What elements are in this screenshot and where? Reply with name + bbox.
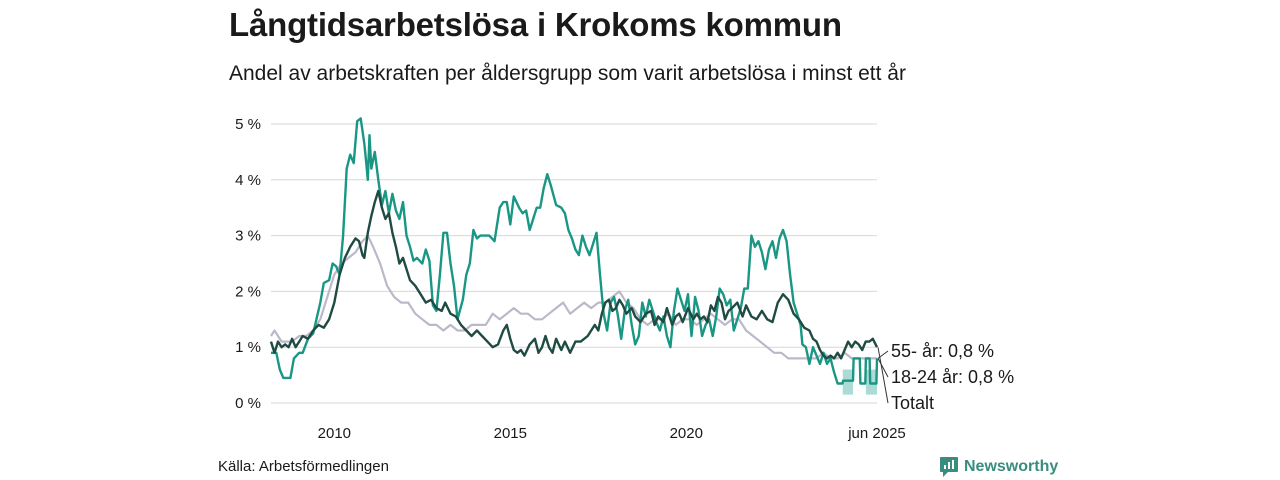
chart-title: Långtidsarbetslösa i Krokoms kommun [229,6,842,43]
y-tick-label: 4 % [235,172,261,189]
series-lines [269,117,879,385]
band-segment-0 [842,369,853,395]
y-tick-label: 1 % [235,339,261,356]
x-tick-label: jun 2025 [847,425,906,442]
series-line-older [270,234,877,360]
leader-line-youth [877,358,889,378]
x-tick-label: 2015 [494,425,527,442]
x-axis-tick-labels: 2010 2015 2020 jun 2025 [318,425,906,442]
y-tick-label: 0 % [235,395,261,412]
y-tick-label: 3 % [235,228,261,245]
y-axis-tick-labels: 0 % 1 % 2 % 3 % 4 % 5 % [235,116,261,412]
series-end-label-older: 55- år: 0,8 % [891,341,994,361]
brand-name: Newsworthy [964,458,1059,475]
band-segment-2 [865,369,877,395]
x-tick-label: 2020 [670,425,703,442]
leader-line-totalt [877,347,889,404]
youth-uncertainty-band [842,369,877,395]
gridlines [271,123,877,404]
series-end-label-youth: 18-24 år: 0,8 % [891,367,1014,387]
y-tick-label: 2 % [235,283,261,300]
series-end-label-totalt: Totalt [891,393,934,413]
source-note: Källa: Arbetsförmedlingen [218,458,389,475]
series-line-youth [271,117,879,385]
series-end-labels: 55- år: 0,8 % 18-24 år: 0,8 % Totalt [877,341,1014,413]
x-tick-label: 2010 [318,425,351,442]
series-line-totalt [269,189,879,360]
bar-chart-speech-bubble-icon [940,457,958,477]
y-tick-label: 5 % [235,116,261,133]
chart-subtitle: Andel av arbetskraften per åldersgrupp s… [229,62,906,85]
brand-logo: Newsworthy [939,456,1058,478]
